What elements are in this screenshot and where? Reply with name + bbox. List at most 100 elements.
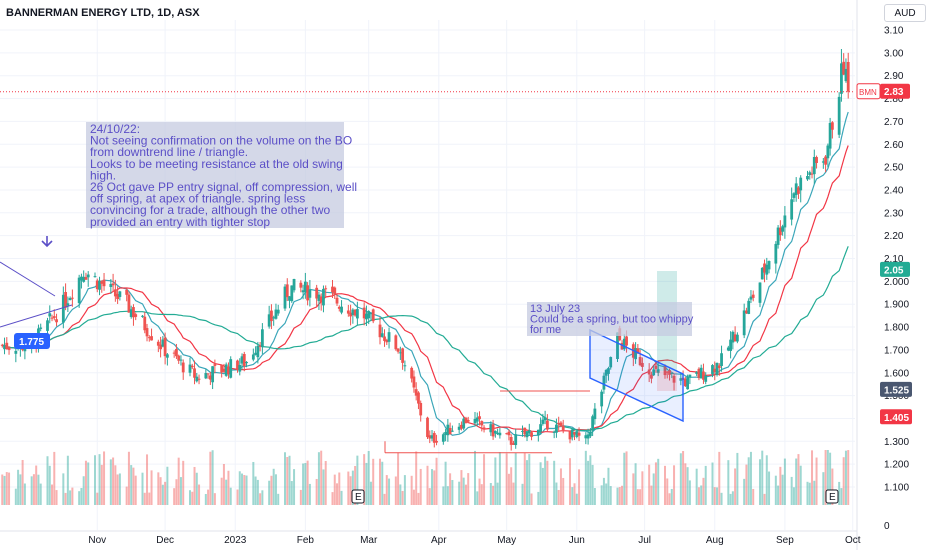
earnings-marker: E [351,489,365,504]
candle [172,350,176,358]
candle [260,323,264,354]
volume-bar [462,477,465,505]
volume-bar [652,473,655,505]
volume-bar [838,481,841,505]
volume-bar [207,489,210,505]
candle [460,421,463,431]
volume-bar [118,473,121,505]
volume-bar [555,482,558,505]
candle [98,276,101,296]
volume-bar [351,470,354,505]
candle [688,374,692,385]
candle [206,373,210,379]
svg-text:BMN: BMN [859,88,877,97]
volume-bar [277,493,280,505]
volume-bar [847,450,850,505]
volume-bar [496,482,499,505]
candle [781,224,785,236]
candle [70,289,74,307]
volume-bar [650,485,653,505]
volume-bar [840,488,843,505]
currency-button[interactable]: AUD [884,4,926,22]
candle [446,419,450,442]
volume-bar [394,476,397,505]
candle [213,359,217,374]
volume-bar [664,465,666,505]
candle [303,272,307,299]
candle [545,414,549,432]
volume-bar [116,474,119,505]
volume-bar [464,484,467,505]
candle [450,425,454,432]
candle [726,345,730,352]
volume-bar [30,476,33,505]
price-tick-label: 1.700 [884,345,909,356]
candle [480,420,484,432]
candle [634,342,637,364]
trend-line-lower [0,304,73,328]
volume-bar [87,462,90,505]
volume-bar [467,473,470,505]
volume-bar [62,473,65,505]
volume-bar [684,463,687,505]
volume-bar [444,461,447,505]
volume-bar [686,467,689,505]
volume-bar [222,464,225,505]
candle [652,365,656,377]
volume-zero-label: 0 [884,521,890,532]
candle [699,364,703,379]
volume-bar [385,475,388,505]
volume-bar [483,454,486,505]
candle [125,288,129,302]
volume-bar [308,483,311,505]
candle [220,364,224,378]
time-axis[interactable]: Nov Dec 2023 Feb Mar Apr May Jun Jul Aug Sep Oct [0,530,861,546]
volume-bar [141,472,144,505]
candle [86,271,90,287]
volume-bar [274,474,277,505]
candle [808,170,812,180]
candle [317,291,321,311]
annotation-line: high. [90,168,116,182]
volume-bar [718,451,721,505]
candle [95,278,99,293]
candle [464,416,468,424]
volume-bar [177,457,180,505]
price-axis[interactable]: 3.10 3.00 2.90 2.80 2.70 2.60 2.50 2.40 2.30 2.20… [856,0,912,550]
left-price-marker: 1.775 [14,333,50,349]
candle [527,423,531,435]
candle [270,304,273,330]
candle [380,327,384,338]
candle [812,149,816,184]
volume-bar [763,493,766,505]
volume-bar [322,469,325,505]
candle [238,358,242,376]
candle [55,313,58,327]
volume-bar [679,453,682,505]
volume-bar [403,475,406,505]
candle [806,170,809,181]
volume-bar [84,460,87,505]
candle [493,430,497,438]
price-tick-label: 1.900 [884,300,909,311]
candle [441,432,445,445]
time-tick-label: Jun [569,535,585,546]
volume-bar [220,477,223,505]
volume-bar [591,464,594,505]
volume-bar [559,468,562,505]
volume-bar [304,463,307,505]
annotation-line: for me [530,324,561,336]
svg-text:1.775: 1.775 [19,337,44,348]
volume-bar [618,487,621,505]
volume-bar [433,470,436,505]
candle [7,346,11,355]
volume-bar [806,481,809,505]
price-tick-label: 1.600 [884,368,909,379]
candle [758,282,762,308]
volume-bar [799,465,802,505]
candle [383,329,386,347]
volume-bar [673,465,676,505]
volume-bar [225,479,228,505]
